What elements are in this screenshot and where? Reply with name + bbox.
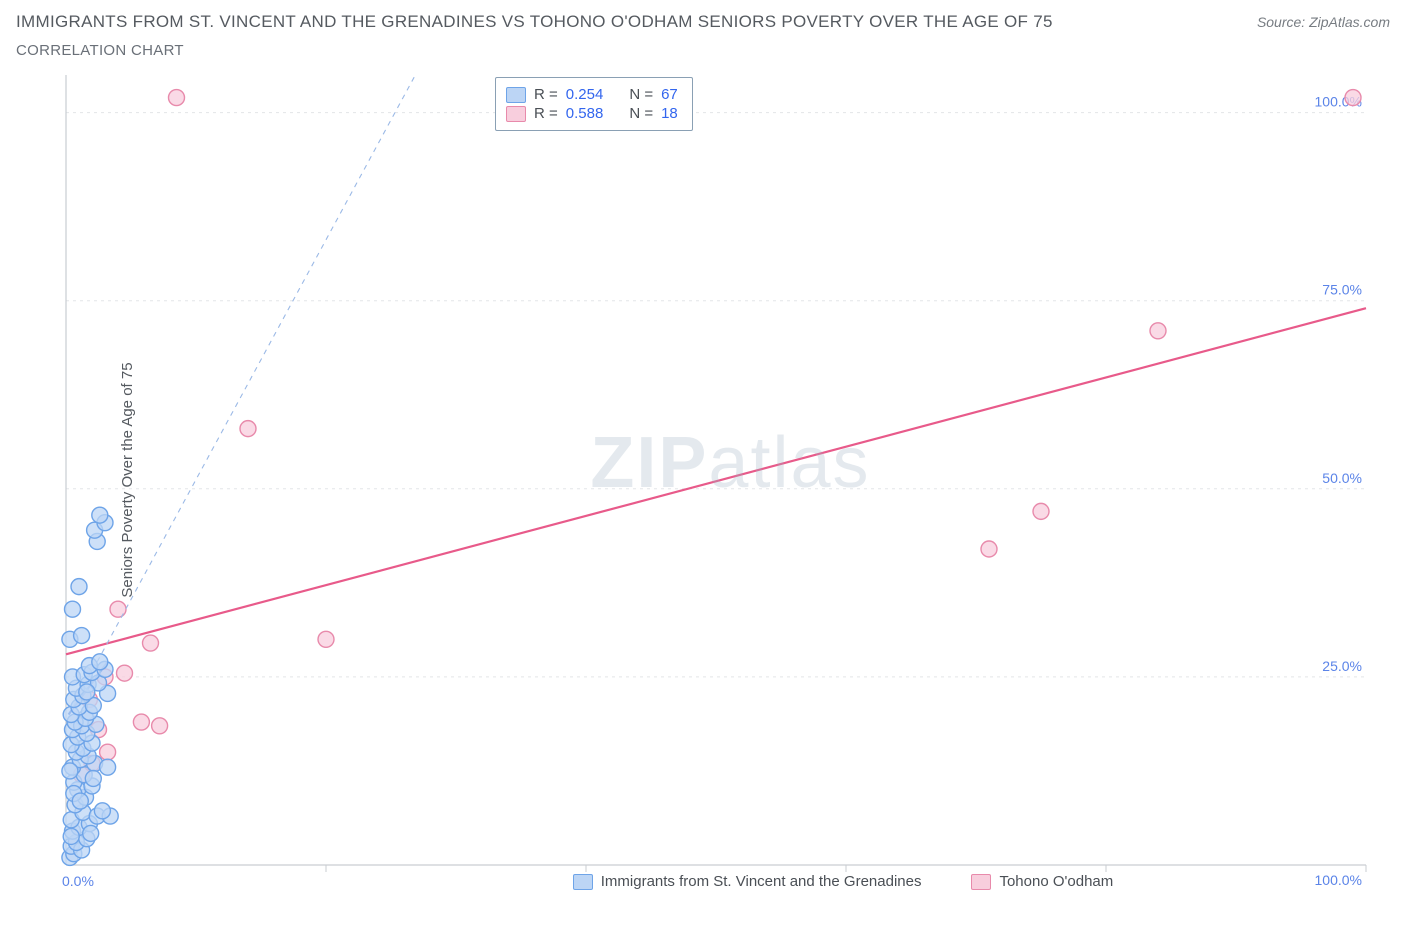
svg-text:50.0%: 50.0% [1322, 470, 1362, 486]
svg-text:25.0%: 25.0% [1322, 658, 1362, 674]
chart-title: IMMIGRANTS FROM ST. VINCENT AND THE GREN… [16, 12, 1053, 32]
source-attribution: Source: ZipAtlas.com [1257, 14, 1390, 30]
stats-legend: R = 0.254 N = 67 R = 0.588 N = 18 [495, 77, 693, 131]
n-value-a: 67 [661, 86, 678, 103]
r-label: R = [534, 105, 558, 122]
svg-text:75.0%: 75.0% [1322, 282, 1362, 298]
x-zero-label: 0.0% [62, 873, 94, 889]
chart-container: Seniors Poverty Over the Age of 75 ZIPat… [16, 65, 1390, 895]
svg-text:100.0%: 100.0% [1315, 872, 1362, 888]
y-axis-label: Seniors Poverty Over the Age of 75 [119, 362, 136, 597]
chart-subtitle: CORRELATION CHART [16, 42, 1390, 59]
scatter-chart: 25.0%50.0%75.0%100.0%100.0% [16, 65, 1376, 895]
stats-row-b: R = 0.588 N = 18 [506, 105, 678, 122]
r-label: R = [534, 86, 558, 103]
n-label: N = [629, 105, 653, 122]
source-name: ZipAtlas.com [1309, 14, 1390, 30]
n-value-b: 18 [661, 105, 678, 122]
stats-row-a: R = 0.254 N = 67 [506, 86, 678, 103]
r-value-b: 0.588 [566, 105, 604, 122]
source-label: Source: [1257, 14, 1305, 30]
swatch-b [506, 106, 526, 122]
swatch-a [506, 87, 526, 103]
r-value-a: 0.254 [566, 86, 604, 103]
n-label: N = [629, 86, 653, 103]
